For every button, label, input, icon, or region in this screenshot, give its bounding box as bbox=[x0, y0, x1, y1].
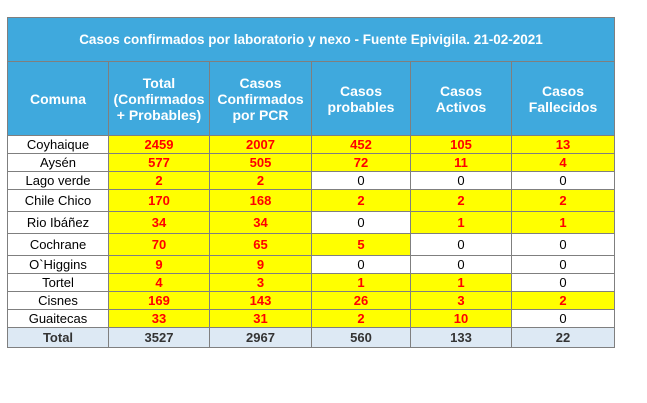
activos-cell: 11 bbox=[410, 153, 512, 172]
activos-cell: 10 bbox=[410, 309, 512, 328]
table-row: Lago verde 2 2 0 0 0 bbox=[7, 171, 616, 190]
header-confirmados-pcr: Casos Confirmados por PCR bbox=[209, 61, 312, 136]
activos-cell: 105 bbox=[410, 135, 512, 154]
comuna-cell: Tortel bbox=[7, 273, 109, 292]
total-cell: 33 bbox=[108, 309, 210, 328]
pcr-cell: 2007 bbox=[209, 135, 312, 154]
comuna-cell: Guaitecas bbox=[7, 309, 109, 328]
comuna-cell: Cochrane bbox=[7, 233, 109, 256]
activos-cell: 1 bbox=[410, 211, 512, 234]
total-fallecidos-cell: 22 bbox=[510, 327, 616, 348]
pcr-cell: 2 bbox=[209, 171, 312, 190]
probables-cell: 452 bbox=[311, 135, 411, 154]
pcr-cell: 3 bbox=[209, 273, 312, 292]
cases-table: Casos confirmados por laboratorio y nexo… bbox=[6, 17, 616, 348]
title-row: Casos confirmados por laboratorio y nexo… bbox=[6, 17, 616, 62]
total-total-cell: 3527 bbox=[108, 327, 210, 348]
comuna-cell: Chile Chico bbox=[7, 189, 109, 212]
activos-cell: 1 bbox=[410, 273, 512, 292]
table-row: Coyhaique 2459 2007 452 105 13 bbox=[7, 135, 616, 154]
table-body: Casos confirmados por laboratorio y nexo… bbox=[6, 17, 616, 348]
table-row: Chile Chico 170 168 2 2 2 bbox=[7, 189, 616, 212]
probables-cell: 1 bbox=[311, 273, 411, 292]
pcr-cell: 34 bbox=[209, 211, 312, 234]
table-title: Casos confirmados por laboratorio y nexo… bbox=[6, 17, 616, 62]
pcr-cell: 505 bbox=[209, 153, 312, 172]
comuna-cell: Lago verde bbox=[7, 171, 109, 190]
table-row: O`Higgins 9 9 0 0 0 bbox=[7, 255, 616, 274]
table-row: Cisnes 169 143 26 3 2 bbox=[7, 291, 616, 310]
fallecidos-cell: 0 bbox=[510, 255, 616, 274]
fallecidos-cell: 4 bbox=[510, 153, 616, 172]
total-cell: 4 bbox=[108, 273, 210, 292]
table-row: Guaitecas 33 31 2 10 0 bbox=[7, 309, 616, 328]
probables-cell: 2 bbox=[311, 189, 411, 212]
probables-cell: 5 bbox=[311, 233, 411, 256]
fallecidos-cell: 0 bbox=[510, 309, 616, 328]
activos-cell: 0 bbox=[410, 171, 512, 190]
fallecidos-cell: 2 bbox=[510, 189, 616, 212]
fallecidos-cell: 0 bbox=[510, 273, 616, 292]
total-pcr-cell: 2967 bbox=[209, 327, 312, 348]
fallecidos-cell: 1 bbox=[510, 211, 616, 234]
total-cell: 9 bbox=[108, 255, 210, 274]
pcr-cell: 31 bbox=[209, 309, 312, 328]
table-row: Aysén 577 505 72 11 4 bbox=[7, 153, 616, 172]
fallecidos-cell: 13 bbox=[510, 135, 616, 154]
total-cell: 70 bbox=[108, 233, 210, 256]
total-cell: 2 bbox=[108, 171, 210, 190]
comuna-cell: Coyhaique bbox=[7, 135, 109, 154]
comuna-cell: Aysén bbox=[7, 153, 109, 172]
total-probables-cell: 560 bbox=[311, 327, 411, 348]
header-activos: Casos Activos bbox=[410, 61, 512, 136]
pcr-cell: 143 bbox=[209, 291, 312, 310]
fallecidos-cell: 0 bbox=[510, 171, 616, 190]
comuna-cell: Rio Ibáñez bbox=[7, 211, 109, 234]
fallecidos-cell: 0 bbox=[510, 233, 616, 256]
total-cell: 577 bbox=[108, 153, 210, 172]
activos-cell: 2 bbox=[410, 189, 512, 212]
probables-cell: 0 bbox=[311, 255, 411, 274]
total-label-cell: Total bbox=[7, 327, 109, 348]
pcr-cell: 9 bbox=[209, 255, 312, 274]
table-row: Cochrane 70 65 5 0 0 bbox=[7, 233, 616, 256]
total-cell: 34 bbox=[108, 211, 210, 234]
header-fallecidos: Casos Fallecidos bbox=[510, 61, 616, 136]
header-probables: Casos probables bbox=[311, 61, 411, 136]
total-cell: 169 bbox=[108, 291, 210, 310]
probables-cell: 0 bbox=[311, 211, 411, 234]
header-row: Comuna Total (Confirmados + Probables) Cas… bbox=[7, 61, 616, 136]
pcr-cell: 65 bbox=[209, 233, 312, 256]
comuna-cell: O`Higgins bbox=[7, 255, 109, 274]
header-comuna: Comuna bbox=[7, 61, 109, 136]
activos-cell: 0 bbox=[410, 255, 512, 274]
fallecidos-cell: 2 bbox=[510, 291, 616, 310]
total-cell: 170 bbox=[108, 189, 210, 212]
probables-cell: 2 bbox=[311, 309, 411, 328]
header-total: Total (Confirmados + Probables) bbox=[108, 61, 210, 136]
comuna-cell: Cisnes bbox=[7, 291, 109, 310]
total-cell: 2459 bbox=[108, 135, 210, 154]
activos-cell: 3 bbox=[410, 291, 512, 310]
pcr-cell: 168 bbox=[209, 189, 312, 212]
probables-cell: 26 bbox=[311, 291, 411, 310]
total-activos-cell: 133 bbox=[410, 327, 512, 348]
table-row: Rio Ibáñez 34 34 0 1 1 bbox=[7, 211, 616, 234]
activos-cell: 0 bbox=[410, 233, 512, 256]
table-row: Tortel 4 3 1 1 0 bbox=[7, 273, 616, 292]
total-row: Total 3527 2967 560 133 22 bbox=[7, 327, 616, 348]
probables-cell: 0 bbox=[311, 171, 411, 190]
probables-cell: 72 bbox=[311, 153, 411, 172]
